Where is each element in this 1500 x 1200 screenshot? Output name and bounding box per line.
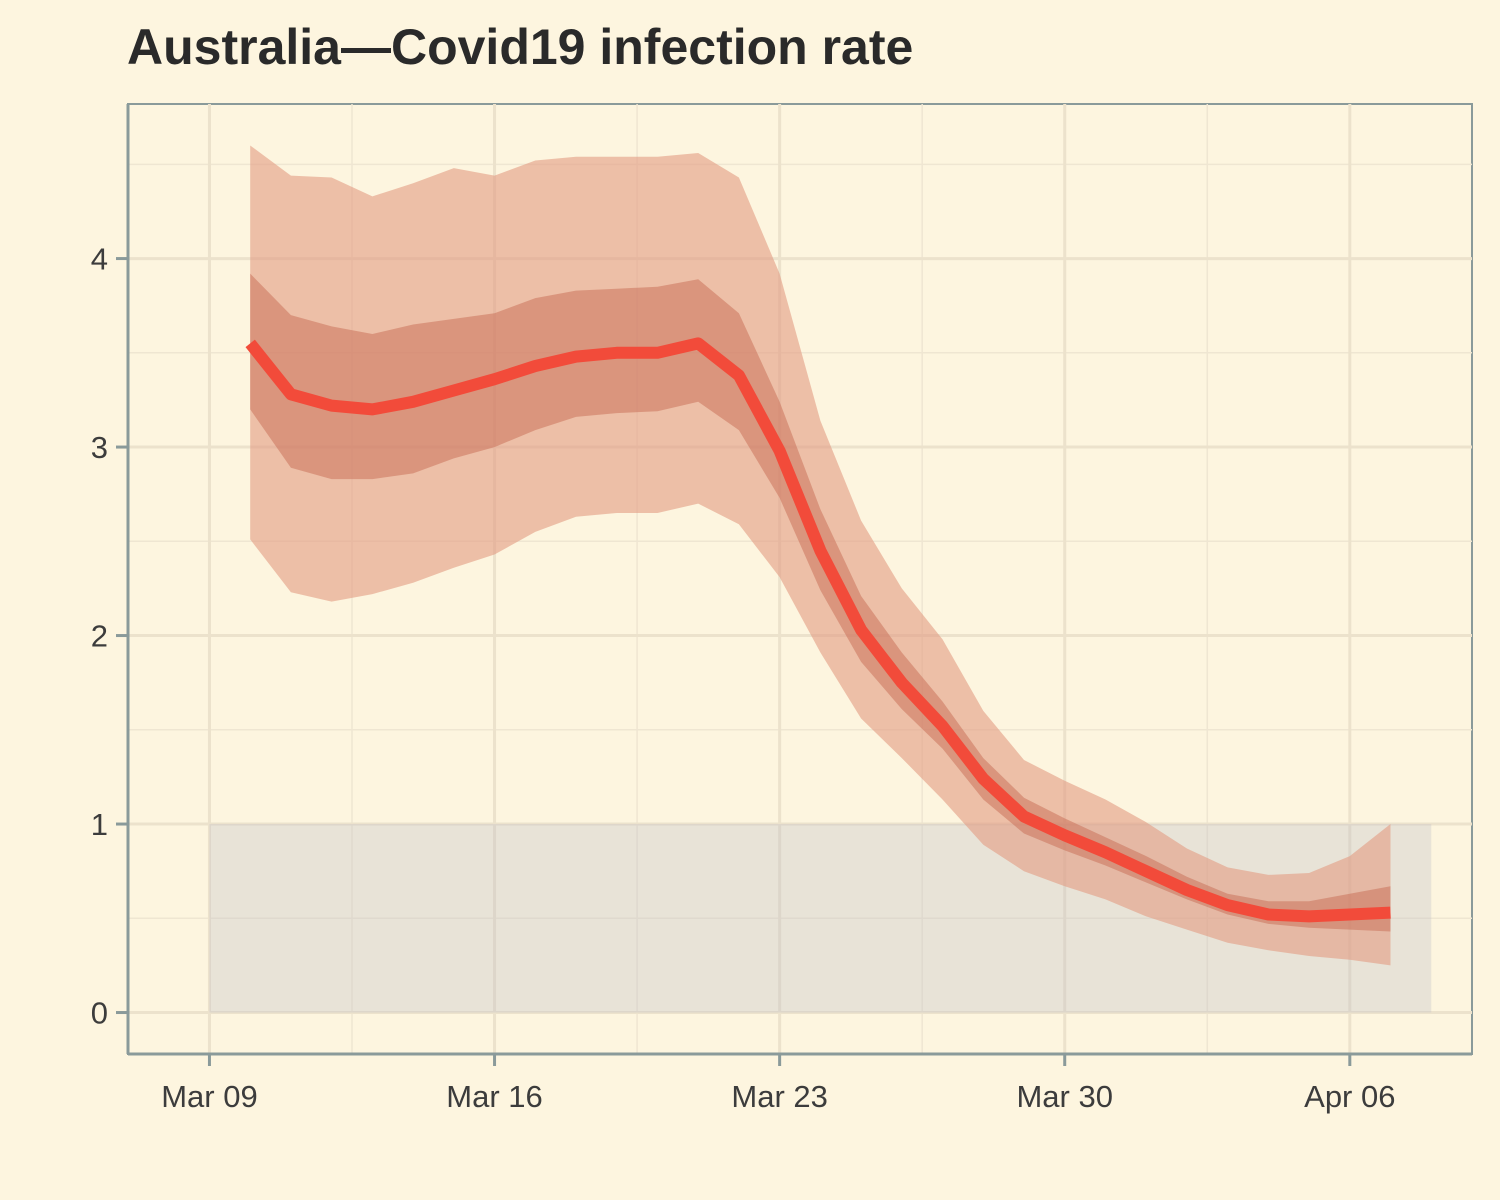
x-axis-ticks: Mar 09 Mar 16 Mar 23 Mar 30 Apr 06 [161,1054,1395,1114]
y-tick-label: 4 [91,242,108,277]
chart-title: Australia—Covid19 infection rate [127,19,914,75]
y-axis-ticks: 0 1 2 3 4 [91,242,128,1031]
x-tick-label: Mar 30 [1016,1079,1112,1114]
confidence-band [250,273,1391,932]
x-tick-label: Mar 23 [731,1079,827,1114]
y-tick-label: 3 [91,430,108,465]
y-tick-label: 0 [91,996,108,1031]
axes [126,104,1472,1056]
y-tick-label: 1 [91,807,108,842]
x-tick-label: Mar 09 [161,1079,257,1114]
y-tick-label: 2 [91,619,108,654]
x-tick-label: Mar 16 [446,1079,542,1114]
series-line [245,337,1391,923]
x-tick-label: Apr 06 [1304,1079,1395,1114]
